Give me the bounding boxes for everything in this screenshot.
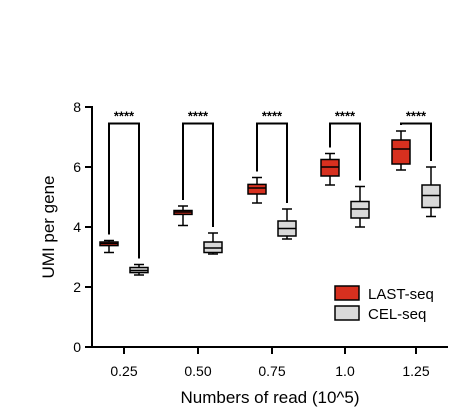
axes: 0 2 4 6 8 0.25 0.50 0.75 1.0 1.25 Numbers of read … (39, 99, 448, 407)
significance-bracket (256, 122, 288, 203)
legend: LAST-seq CEL-seq (334, 285, 434, 323)
legend-label: CEL-seq (368, 306, 426, 323)
box-last-seq-2 (247, 176, 267, 204)
significance-label: **** (335, 109, 356, 124)
significance-bracket (182, 122, 214, 227)
x-tick-label: 0.50 (184, 363, 211, 379)
significance-label: **** (262, 109, 283, 124)
x-tick-label: 0.25 (110, 363, 137, 379)
legend-swatch (334, 305, 360, 321)
box-iqr (247, 183, 267, 195)
box-cel-seq-3 (350, 185, 370, 228)
y-tick-label: 8 (73, 99, 81, 115)
box-iqr (391, 139, 411, 165)
box-last-seq-3 (320, 152, 340, 186)
y-tick-label: 0 (73, 339, 81, 355)
x-tick-label: 1.0 (335, 363, 355, 379)
significance-bracket (108, 122, 140, 259)
y-axis-title: UMI per gene (39, 176, 58, 279)
significance-brackets: **** **** **** **** **** (108, 109, 432, 259)
x-axis-title: Numbers of read (10^5) (181, 388, 360, 407)
y-tick-label: 2 (73, 279, 81, 295)
y-tick-label: 4 (73, 219, 81, 235)
box-cel-seq-4 (421, 166, 441, 218)
box-cel-seq-0 (129, 263, 149, 276)
box-last-seq-1 (173, 205, 193, 227)
significance-label: **** (114, 109, 135, 124)
x-tick-label: 1.25 (402, 363, 429, 379)
y-tick-label: 6 (73, 159, 81, 175)
significance-bracket (329, 122, 361, 181)
significance-label: **** (406, 109, 427, 124)
legend-swatch (334, 285, 360, 301)
box-cel-seq-1 (203, 232, 223, 255)
legend-label: LAST-seq (368, 286, 434, 303)
box-last-seq-0 (99, 239, 119, 254)
boxes (99, 130, 441, 276)
significance-label: **** (188, 109, 209, 124)
box-last-seq-4 (391, 130, 411, 171)
x-tick-label: 0.75 (258, 363, 285, 379)
box-cel-seq-2 (277, 208, 297, 240)
significance-bracket (400, 122, 432, 161)
